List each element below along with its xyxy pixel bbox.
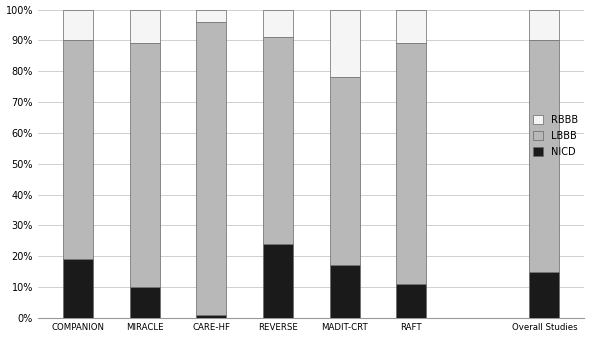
Bar — [130, 9, 159, 44]
Bar — [263, 37, 293, 244]
Bar — [329, 9, 359, 77]
Bar — [63, 40, 93, 259]
Bar — [196, 315, 226, 318]
Bar — [63, 9, 93, 40]
Bar — [329, 265, 359, 318]
Bar — [130, 287, 159, 318]
Bar — [329, 77, 359, 265]
Bar — [263, 244, 293, 318]
Bar — [63, 259, 93, 318]
Bar — [130, 44, 159, 287]
Bar — [529, 40, 559, 272]
Bar — [529, 9, 559, 40]
Bar — [396, 9, 426, 44]
Bar — [396, 44, 426, 284]
Bar — [529, 272, 559, 318]
Legend: RBBB, LBBB, NICD: RBBB, LBBB, NICD — [531, 113, 579, 159]
Bar — [263, 9, 293, 37]
Bar — [196, 22, 226, 315]
Bar — [196, 9, 226, 22]
Bar — [396, 284, 426, 318]
